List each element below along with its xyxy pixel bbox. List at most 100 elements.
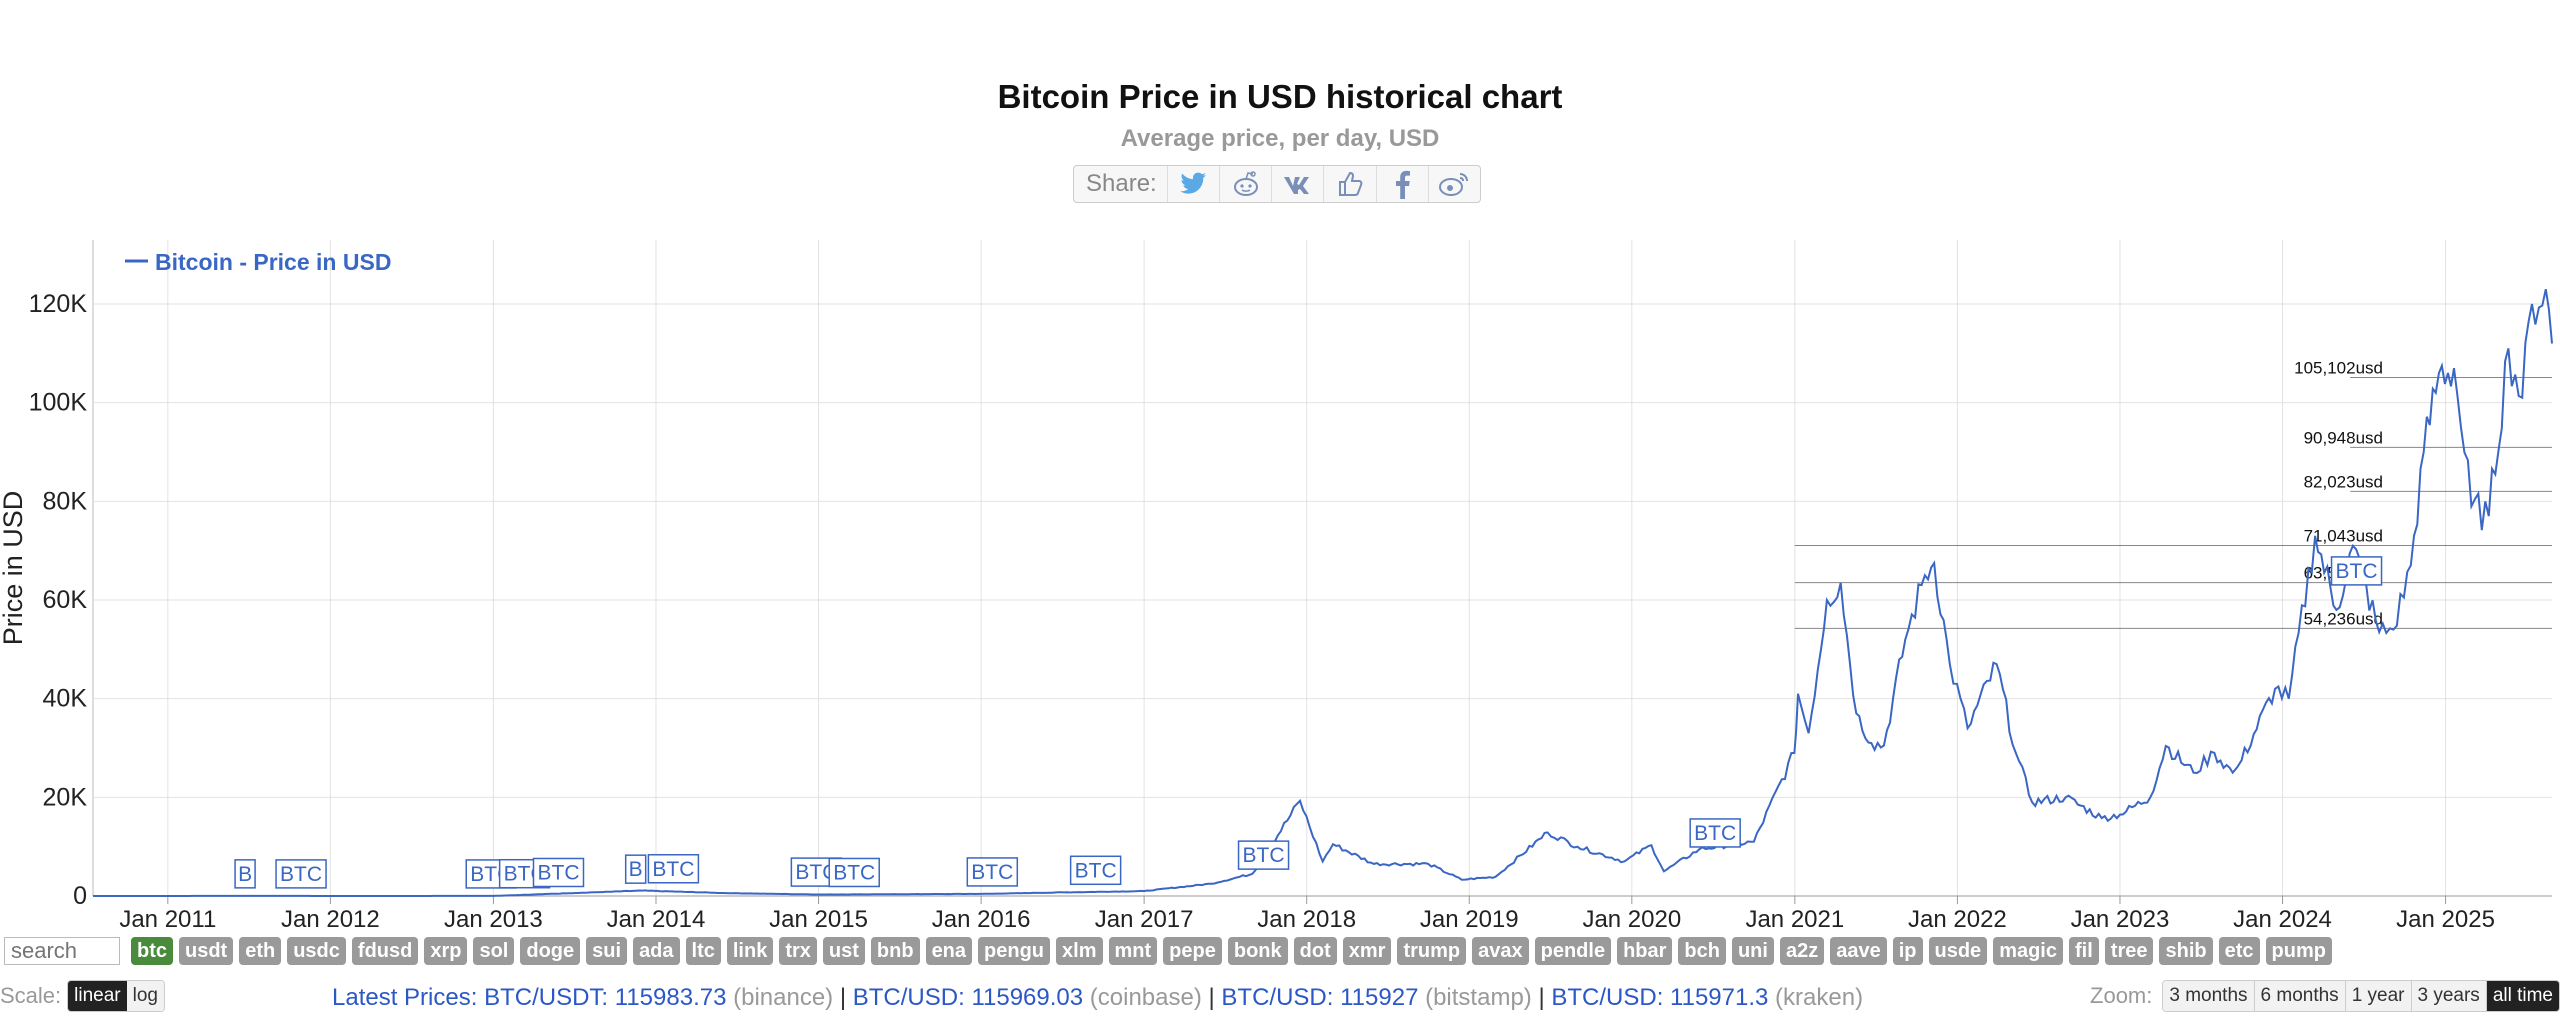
reddit-icon[interactable] (1220, 166, 1273, 202)
coin-tag-bnb[interactable]: bnb (870, 937, 920, 965)
price-value: 115983.73 (614, 984, 727, 1011)
coin-tag-pendle[interactable]: pendle (1534, 937, 1612, 965)
scale-log-button[interactable]: log (126, 981, 164, 1011)
btc-event-marker-label: BTC (971, 861, 1013, 884)
x-tick-label: Jan 2022 (1908, 906, 2007, 930)
coin-tag-avax[interactable]: avax (1472, 937, 1529, 965)
zoom-control: Zoom: 3 months 6 months 1 year 3 years a… (2090, 980, 2560, 1012)
btc-event-marker[interactable] (1689, 818, 1741, 848)
x-tick-label: Jan 2023 (2071, 906, 2170, 930)
coin-tag-fil[interactable]: fil (2069, 937, 2099, 965)
price-pair: BTC/USD: (1221, 984, 1334, 1011)
x-tick-label: Jan 2014 (607, 906, 706, 930)
btc-event-marker[interactable] (624, 854, 647, 884)
coin-tag-sol[interactable]: sol (473, 937, 515, 965)
coin-tag-shib[interactable]: shib (2159, 937, 2213, 965)
coin-tag-bonk[interactable]: bonk (1227, 937, 1288, 965)
x-tick-label: Jan 2019 (1420, 906, 1519, 930)
coin-tag-etc[interactable]: etc (2218, 937, 2260, 965)
search-input[interactable] (4, 937, 120, 965)
y-tick-label: 0 (73, 882, 87, 910)
btc-event-marker[interactable] (1069, 855, 1122, 886)
coin-tag-bch[interactable]: bch (1678, 937, 1726, 965)
price-pair: BTC/USD: (852, 984, 965, 1011)
coin-tag-usdc[interactable]: usdc (287, 937, 346, 965)
coin-tag-eth[interactable]: eth (239, 937, 282, 965)
btc-event-marker[interactable] (532, 857, 585, 888)
latest-prices: Latest Prices: BTC/USDT: 115983.73 (bina… (332, 984, 1863, 1012)
coin-tag-btc[interactable]: btc (131, 937, 173, 965)
coin-tag-magic[interactable]: magic (1993, 937, 2063, 965)
zoom-1-year-button[interactable]: 1 year (2344, 981, 2411, 1011)
coin-tag-tree[interactable]: tree (2104, 937, 2154, 965)
price-series-line[interactable] (93, 288, 2553, 897)
coin-tag-ada[interactable]: ada (633, 937, 680, 965)
coin-tag-a2z[interactable]: a2z (1779, 937, 1825, 965)
coin-tag-hbar[interactable]: hbar (1617, 937, 1673, 965)
price-chart[interactable]: Jan 2011 Jan 2012 Jan 2013 Jan 2014 Jan 2015… (0, 230, 2560, 930)
y-tick-label: 60K (43, 586, 88, 614)
scale-control: Scale: linear log (0, 980, 165, 1012)
coin-tag-fdusd[interactable]: fdusd (351, 937, 419, 965)
scale-linear-button[interactable]: linear (68, 981, 127, 1011)
btc-event-marker-label: BTC (833, 861, 875, 884)
btc-event-marker[interactable] (234, 859, 256, 889)
coin-tag-xlm[interactable]: xlm (1056, 937, 1103, 965)
coin-tag-ip[interactable]: ip (1892, 937, 1923, 965)
btc-event-marker[interactable] (275, 859, 327, 889)
x-tick-label: Jan 2017 (1095, 906, 1194, 930)
zoom-3-years-button[interactable]: 3 years (2410, 981, 2486, 1011)
coin-tag-pengu[interactable]: pengu (978, 937, 1051, 965)
btc-event-marker[interactable] (1237, 840, 1290, 870)
like-icon[interactable] (1324, 166, 1377, 202)
coin-tag-trump[interactable]: trump (1397, 937, 1467, 965)
coin-tag-pump[interactable]: pump (2265, 937, 2332, 965)
zoom-6-months-button[interactable]: 6 months (2253, 981, 2345, 1011)
coin-tag-usdt[interactable]: usdt (179, 937, 234, 965)
twitter-icon[interactable] (1168, 166, 1220, 202)
x-tick-label: Jan 2025 (2396, 906, 2495, 930)
coin-tag-xmr[interactable]: xmr (1342, 937, 1392, 965)
coin-tag-aave[interactable]: aave (1830, 937, 1887, 965)
coin-tag-uni[interactable]: uni (1731, 937, 1774, 965)
price-exchange: (coinbase) (1089, 984, 1202, 1011)
coin-tag-mnt[interactable]: mnt (1108, 937, 1158, 965)
btc-event-marker[interactable] (2330, 556, 2383, 586)
coin-tag-trx[interactable]: trx (779, 937, 817, 965)
x-tick-label: Jan 2020 (1582, 906, 1681, 930)
coin-tag-usde[interactable]: usde (1928, 937, 1988, 965)
coin-tag-link[interactable]: link (726, 937, 774, 965)
y-tick-label: 40K (43, 685, 88, 713)
coin-tag-pepe[interactable]: pepe (1163, 937, 1222, 965)
y-tick-label: 120K (29, 290, 88, 318)
zoom-3-months-button[interactable]: 3 months (2163, 981, 2254, 1011)
coin-tag-dot[interactable]: dot (1293, 937, 1337, 965)
scale-label: Scale: (0, 983, 62, 1008)
coin-tag-ltc[interactable]: ltc (685, 937, 721, 965)
legend-entry[interactable]: Bitcoin - Price in USD (155, 249, 391, 275)
btc-event-marker-label: BTC (1694, 822, 1736, 845)
vk-icon[interactable] (1272, 166, 1325, 202)
coin-tag-xrp[interactable]: xrp (424, 937, 468, 965)
reference-label: 90,948usd (2304, 428, 2383, 447)
weibo-icon[interactable] (1429, 166, 1480, 202)
facebook-icon[interactable] (1377, 166, 1429, 202)
btc-event-marker-label: BTC (280, 863, 322, 886)
coin-tag-ust[interactable]: ust (822, 937, 865, 965)
x-tick-label: Jan 2018 (1257, 906, 1356, 930)
price-pair: BTC/USD: (1551, 984, 1664, 1011)
price-value: 115927 (1340, 984, 1419, 1011)
coin-tag-doge[interactable]: doge (520, 937, 581, 965)
coin-tag-list: btc usdt eth usdc fdusd xrp sol doge sui ada ltc li… (131, 937, 2332, 965)
latest-prices-label: Latest Prices: (332, 984, 478, 1011)
price-exchange: (binance) (733, 984, 834, 1011)
coin-tag-ena[interactable]: ena (925, 937, 973, 965)
btc-event-marker[interactable] (828, 857, 880, 888)
scale-buttons: linear log (67, 980, 165, 1012)
btc-event-marker[interactable] (647, 854, 700, 884)
btc-event-marker[interactable] (966, 857, 1019, 887)
x-tick-label: Jan 2013 (444, 906, 543, 930)
coin-tag-sui[interactable]: sui (586, 937, 628, 965)
zoom-all-time-button[interactable]: all time (2485, 981, 2559, 1011)
price-exchange: (bitstamp) (1425, 984, 1532, 1011)
